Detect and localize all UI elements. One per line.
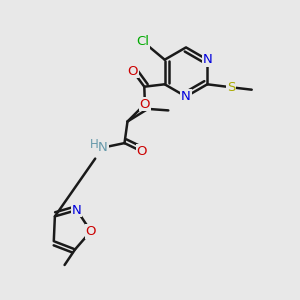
Text: O: O bbox=[140, 98, 150, 111]
Text: S: S bbox=[227, 81, 236, 94]
Text: N: N bbox=[98, 141, 108, 154]
Text: O: O bbox=[136, 145, 147, 158]
Text: O: O bbox=[85, 225, 96, 238]
Text: N: N bbox=[202, 53, 212, 66]
Text: O: O bbox=[128, 64, 138, 78]
Text: Cl: Cl bbox=[136, 35, 150, 48]
Text: N: N bbox=[72, 204, 82, 217]
Text: H: H bbox=[89, 138, 98, 151]
Text: N: N bbox=[181, 90, 191, 103]
